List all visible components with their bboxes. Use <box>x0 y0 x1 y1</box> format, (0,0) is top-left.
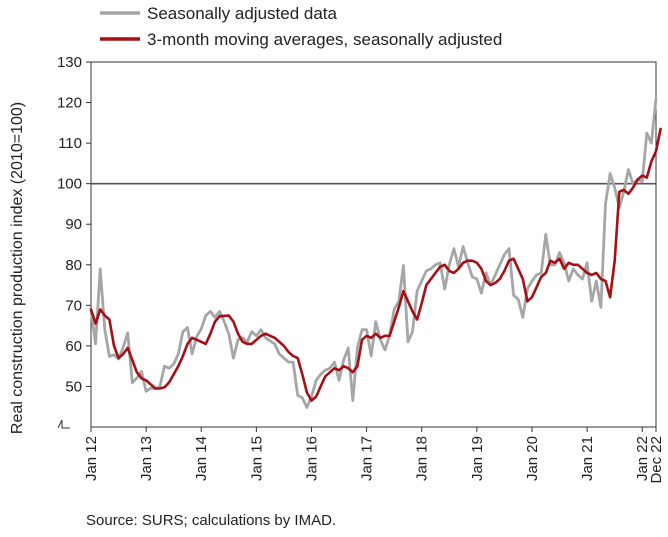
x-tick-label: Jan 16 <box>303 436 320 481</box>
axis-break-icon <box>57 419 70 429</box>
x-tick-label: Dec 22 <box>648 436 665 484</box>
x-tick-label: Jan 14 <box>193 436 210 481</box>
y-tick-label: 100 <box>57 176 82 193</box>
legend-label-moving-average: 3-month moving averages, seasonally adju… <box>147 30 502 49</box>
x-tick-label: Jan 12 <box>83 436 100 481</box>
y-tick-label: 50 <box>65 378 82 395</box>
source-note: Source: SURS; calculations by IMAD. <box>86 512 337 529</box>
x-tick-label: Jan 13 <box>138 436 155 481</box>
x-tick-label: Jan 18 <box>414 436 431 481</box>
y-tick-label: 130 <box>57 54 82 71</box>
series-line-moving-average <box>89 127 662 402</box>
plot-area: 50 60 70 80 90 100 110 120 130 Jan 12 Jan 13 Jan 14… <box>57 54 665 484</box>
x-tick-label: Jan 20 <box>524 436 541 481</box>
legend: Seasonally adjusted data 3-month moving … <box>100 4 502 49</box>
y-tick-label: 120 <box>57 95 82 112</box>
y-tick-label: 110 <box>58 135 82 152</box>
y-tick-label: 90 <box>65 216 82 233</box>
y-tick-label: 70 <box>65 297 82 314</box>
plot-frame <box>90 61 657 428</box>
y-tick-label: 60 <box>65 338 82 355</box>
series-line-seasonally-adjusted <box>89 97 658 409</box>
x-tick-label: Jan 17 <box>359 436 376 481</box>
x-tick-label: Jan 15 <box>248 436 265 481</box>
legend-label-seasonally-adjusted: Seasonally adjusted data <box>147 4 338 23</box>
y-axis-title: Real construction production index (2010… <box>9 102 26 434</box>
x-tick-label: Jan 19 <box>469 436 486 481</box>
x-tick-label: Jan 21 <box>579 436 596 481</box>
x-tick-label: Jan 22 <box>634 436 651 481</box>
y-tick-label: 80 <box>65 257 82 274</box>
